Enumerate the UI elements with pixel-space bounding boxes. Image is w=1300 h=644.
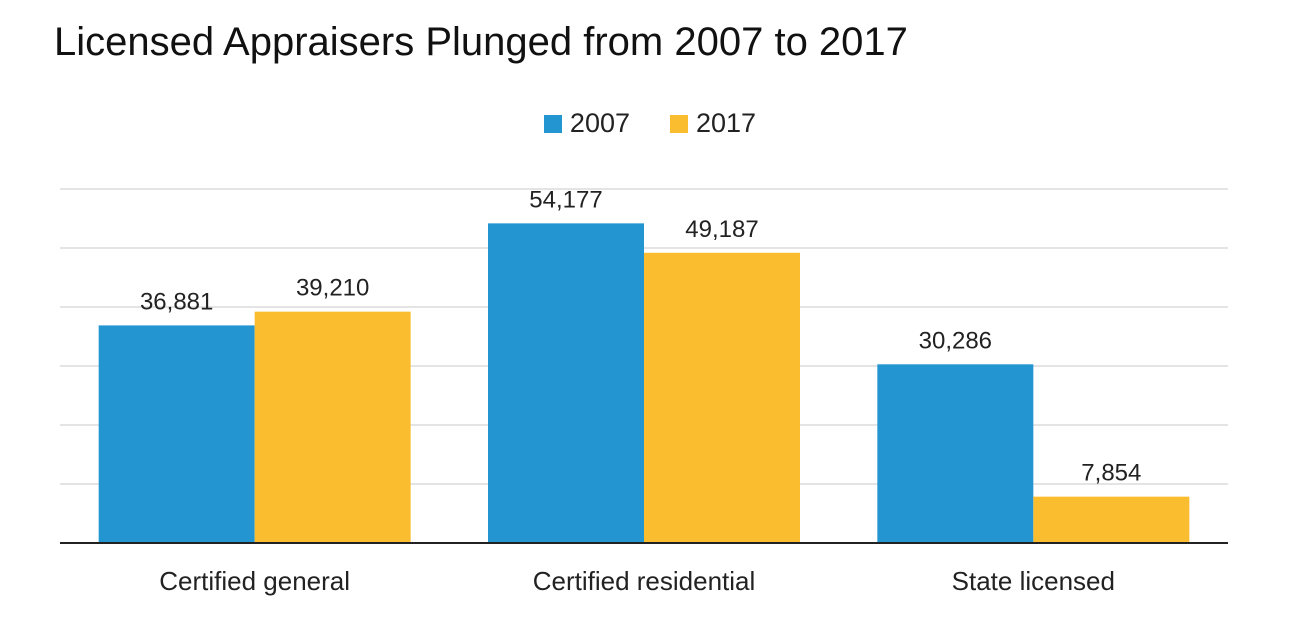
x-tick-label: State licensed <box>952 566 1115 596</box>
legend-label: 2017 <box>696 108 757 138</box>
bar-2007 <box>877 364 1034 543</box>
data-label: 49,187 <box>685 216 758 243</box>
data-label: 30,286 <box>919 327 992 354</box>
legend-swatch-2007 <box>543 114 562 133</box>
x-tick-label: Certified residential <box>533 566 756 596</box>
legend-swatch-2017 <box>670 114 688 133</box>
bar-2017 <box>644 252 800 544</box>
x-tick-label: Certified general <box>159 566 350 596</box>
chart-title: Licensed Appraisers Plunged from 2007 to… <box>54 20 908 64</box>
data-label: 36,881 <box>140 288 213 315</box>
data-label: 54,177 <box>529 186 602 213</box>
data-label: 39,210 <box>296 275 369 302</box>
legend-label: 2007 <box>569 108 630 138</box>
legend-item-2017: 2017 <box>670 108 756 139</box>
legend: 2007 2017 <box>0 108 1300 139</box>
bar-2007 <box>488 223 644 543</box>
data-label: 7,854 <box>1081 460 1141 487</box>
bar-2017 <box>254 311 411 543</box>
legend-item-2007: 2007 <box>543 108 630 139</box>
bar-2017 <box>1033 496 1190 543</box>
bar-2007 <box>98 325 255 543</box>
